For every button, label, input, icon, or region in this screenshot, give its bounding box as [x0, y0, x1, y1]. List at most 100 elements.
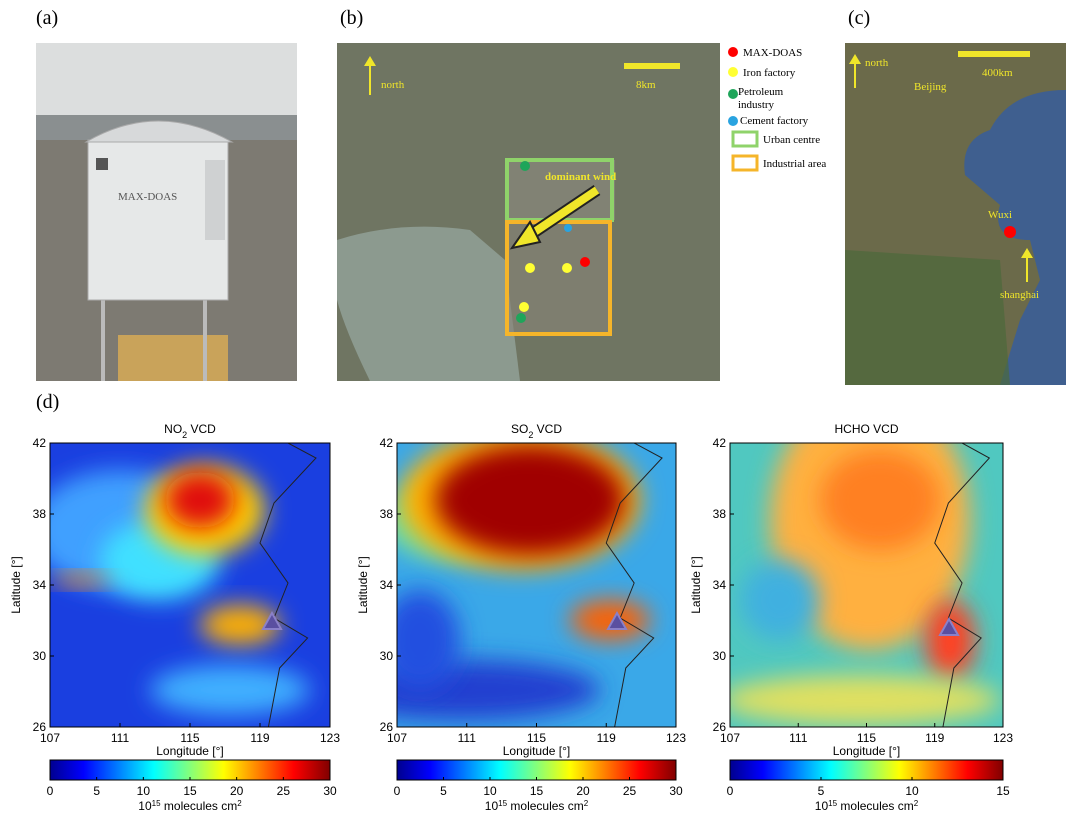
title-part: HCHO VCD	[834, 422, 898, 436]
y-tick-label: 26	[380, 720, 394, 734]
panel-label: (d)	[36, 391, 59, 413]
label-part: 15	[152, 799, 161, 808]
heatmap-blob	[570, 600, 650, 640]
title-part: VCD	[533, 422, 562, 436]
label-part: 15	[498, 799, 507, 808]
heatmap-blob	[925, 600, 975, 680]
y-axis-label: Latitude [°]	[356, 556, 370, 614]
heatmap-blob	[150, 665, 310, 715]
scale-label: 400km	[982, 67, 1013, 79]
x-tick-label: 115	[180, 731, 199, 745]
colorbar-tick-label: 0	[727, 784, 734, 798]
colorbar-tick-label: 0	[47, 784, 54, 798]
heatmap-blob	[397, 590, 460, 690]
north-label: north	[865, 57, 889, 69]
y-tick-label: 42	[713, 436, 727, 450]
y-tick-label: 30	[33, 649, 47, 663]
heatmap-blob	[435, 445, 625, 555]
heatmap-blob	[740, 560, 820, 640]
north-label: north	[381, 79, 405, 91]
legend-label: Industrial area	[763, 158, 826, 170]
scale-label: 8km	[636, 79, 656, 91]
y-tick-label: 42	[380, 436, 394, 450]
colorbar-tick-label: 15	[530, 784, 544, 798]
x-tick-label: 111	[458, 731, 477, 745]
coastline	[605, 443, 663, 727]
colorbar-tick-label: 10	[905, 784, 919, 798]
colorbar-tick-label: 10	[137, 784, 151, 798]
heatmap-blob	[165, 472, 235, 528]
legend-label: Cement factory	[740, 115, 809, 127]
title-part: 2	[528, 430, 533, 440]
x-tick-label: 119	[250, 731, 269, 745]
x-tick-label: 111	[111, 731, 130, 745]
label-part: 10	[815, 799, 829, 813]
site-marker	[606, 610, 628, 630]
heatmap-blob	[820, 450, 940, 550]
x-tick-label: 115	[857, 731, 876, 745]
colorbar-tick-label: 15	[183, 784, 197, 798]
site-marker	[261, 610, 283, 630]
x-tick-label: 107	[40, 731, 60, 745]
colorbar-tick-label: 0	[394, 784, 401, 798]
y-tick-label: 38	[713, 507, 727, 521]
colorbar-tick-label: 30	[323, 784, 337, 798]
colorbar-tick-label: 5	[440, 784, 447, 798]
x-tick-label: 123	[666, 731, 686, 745]
colorbar-tick-label: 30	[669, 784, 683, 798]
colorbar-tick-label: 15	[996, 784, 1010, 798]
coastline	[934, 443, 991, 727]
x-tick-label: 123	[993, 731, 1013, 745]
x-axis-label: Longitude [°]	[833, 744, 901, 758]
colorbar-tick-label: 25	[623, 784, 637, 798]
city-label: Wuxi	[988, 209, 1012, 221]
heatmap	[50, 443, 330, 727]
y-axis-label: Latitude [°]	[689, 556, 703, 614]
y-tick-label: 34	[33, 578, 47, 592]
heatmap	[397, 443, 676, 727]
x-tick-label: 111	[789, 731, 808, 745]
y-tick-label: 42	[33, 436, 47, 450]
label-part: 15	[828, 799, 837, 808]
x-tick-label: 107	[720, 731, 740, 745]
label-part: molecules cm	[837, 799, 914, 813]
photo: MAX-DOAS	[36, 43, 297, 381]
label-part: 2	[584, 799, 589, 808]
y-tick-label: 30	[713, 649, 727, 663]
heatmap-blob	[50, 574, 110, 586]
y-tick-label: 34	[380, 578, 394, 592]
panel-label: (b)	[340, 7, 363, 29]
y-tick-label: 30	[380, 649, 394, 663]
title-part: 2	[182, 430, 187, 440]
city-label: shanghai	[1000, 289, 1039, 301]
colorbar-tick-label: 20	[230, 784, 244, 798]
label-part: 10	[485, 799, 499, 813]
colorbar-label: 1015 molecules cm2	[815, 799, 919, 814]
title-part: SO	[511, 422, 528, 436]
coastline	[259, 443, 317, 727]
label-part: 2	[237, 799, 242, 808]
legend-label: Urban centre	[763, 134, 820, 146]
title-part: NO	[164, 422, 182, 436]
x-axis-label: Longitude [°]	[503, 744, 571, 758]
x-tick-label: 119	[597, 731, 616, 745]
x-tick-label: 115	[527, 731, 546, 745]
map-legend: MAX-DOAS Iron factory Petroleum industry…	[728, 47, 826, 172]
site-marker	[938, 616, 960, 636]
city-map: north 8km dominant wind	[337, 43, 720, 381]
map-title: SO2 VCD	[511, 422, 562, 440]
y-tick-label: 34	[713, 578, 727, 592]
label-part: 2	[914, 799, 919, 808]
heatmap	[730, 443, 1003, 727]
legend-label: MAX-DOAS	[743, 47, 802, 59]
map-title: NO2 VCD	[164, 422, 216, 440]
y-tick-label: 38	[380, 507, 394, 521]
y-axis-label: Latitude [°]	[9, 556, 23, 614]
legend-label: Iron factory	[743, 67, 796, 79]
colorbar-tick-label: 5	[93, 784, 100, 798]
device-text: MAX-DOAS	[118, 191, 177, 203]
colorbar-tick-label: 10	[483, 784, 497, 798]
